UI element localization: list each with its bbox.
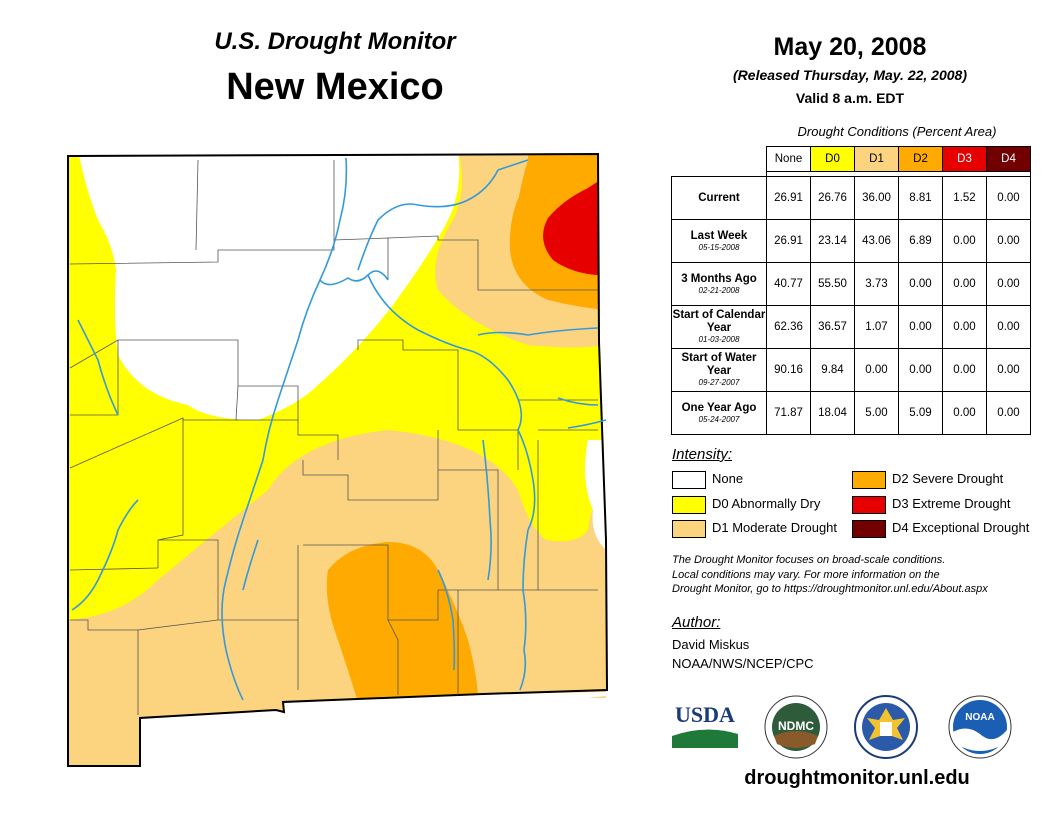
table-row: Start of Calendar Year 01-03-2008 62.36 3… [671,305,1031,349]
legend-item-d3: D3 Extreme Drought [852,495,1011,514]
drought-table: None D0 D1 D2 D3 D4 Current 26.91 26.76 … [671,146,1031,435]
cell: 5.09 [898,391,943,435]
none-region-east [585,440,607,550]
legend-item-d2: D2 Severe Drought [852,470,1003,489]
cell: 55.50 [810,262,855,306]
cell: 0.00 [942,391,987,435]
cell: 36.57 [810,305,855,349]
row-label: 3 Months Ago 02-21-2008 [671,262,767,306]
cell: 5.00 [854,391,899,435]
disclaimer-note: The Drought Monitor focuses on broad-sca… [672,554,988,595]
col-d0: D0 [810,146,855,172]
legend-item-d4: D4 Exceptional Drought [852,519,1029,538]
author-name: David Miskus [672,637,750,652]
legend-swatch [672,495,706,514]
cell: 0.00 [942,305,987,349]
rivers [71,157,607,701]
cell: 0.00 [986,176,1031,220]
legend-swatch [672,470,706,489]
row-label: Start of Calendar Year 01-03-2008 [671,305,767,349]
cell: 6.89 [898,219,943,263]
cell: 18.04 [810,391,855,435]
table-row: Last Week 05-15-2008 26.91 23.14 43.06 6.… [671,219,1031,263]
cell: 0.00 [942,219,987,263]
legend-item-d1: D1 Moderate Drought [672,519,837,538]
legend-title: Intensity: [672,446,733,463]
cell: 26.91 [766,176,811,220]
drought-map [67,152,609,767]
none-region [78,154,460,420]
cell: 0.00 [898,305,943,349]
d2-region-south [326,542,478,702]
map-subtitle: U.S. Drought Monitor [214,28,456,55]
col-none: None [766,146,811,172]
table-row: Current 26.91 26.76 36.00 8.81 1.52 0.00 [671,176,1031,220]
cell: 0.00 [854,348,899,392]
svg-text:NDMC: NDMC [778,719,814,733]
map-date: May 20, 2008 [773,33,927,61]
cell: 23.14 [810,219,855,263]
cell: 0.00 [898,348,943,392]
row-label: Start of Water Year 09-27-2007 [671,348,767,392]
row-label: Current [671,176,767,220]
noaa-logo: NOAA [948,695,1012,759]
cell: 0.00 [986,262,1031,306]
cell: 0.00 [942,262,987,306]
cell: 8.81 [898,176,943,220]
cell: 0.00 [986,305,1031,349]
cell: 43.06 [854,219,899,263]
legend-item-none: None [672,470,743,489]
cell: 0.00 [986,219,1031,263]
legend-swatch [852,495,886,514]
release-date: (Released Thursday, May. 22, 2008) [733,67,967,83]
legend-swatch [672,519,706,538]
legend-swatch [852,519,886,538]
cell: 90.16 [766,348,811,392]
legend-item-d0: D0 Abnormally Dry [672,495,820,514]
cell: 3.73 [854,262,899,306]
cell: 36.00 [854,176,899,220]
svg-text:USDA: USDA [675,702,735,727]
ndmc-logo: NDMC [764,695,828,759]
cell: 1.52 [942,176,987,220]
table-caption: Drought Conditions (Percent Area) [797,124,997,139]
cell: 0.00 [898,262,943,306]
legend-swatch [852,470,886,489]
author-org: NOAA/NWS/NCEP/CPC [672,656,814,671]
col-d1: D1 [854,146,899,172]
table-row: 3 Months Ago 02-21-2008 40.77 55.50 3.73 … [671,262,1031,306]
col-d3: D3 [942,146,987,172]
footer-url[interactable]: droughtmonitor.unl.edu [744,767,970,789]
table-row: One Year Ago 05-24-2007 71.87 18.04 5.00 … [671,391,1031,435]
cell: 62.36 [766,305,811,349]
col-d4: D4 [986,146,1031,172]
cell: 0.00 [986,391,1031,435]
cell: 0.00 [942,348,987,392]
col-d2: D2 [898,146,943,172]
usda-logo: USDA [671,702,739,748]
cell: 26.76 [810,176,855,220]
cell: 40.77 [766,262,811,306]
valid-time: Valid 8 a.m. EDT [795,90,905,106]
svg-text:NOAA: NOAA [965,712,994,723]
cell: 1.07 [854,305,899,349]
county-lines [69,159,598,715]
commerce-logo [854,695,918,759]
d1-region-ne [470,154,607,347]
map-title: New Mexico [226,66,444,108]
cell: 9.84 [810,348,855,392]
table-corner [672,147,767,172]
table-row: Start of Water Year 09-27-2007 90.16 9.84… [671,348,1031,392]
cell: 0.00 [986,348,1031,392]
state-outline [67,152,609,767]
author-label: Author: [672,614,721,631]
cell: 71.87 [766,391,811,435]
cell: 26.91 [766,219,811,263]
row-label: Last Week 05-15-2008 [671,219,767,263]
row-label: One Year Ago 05-24-2007 [671,391,767,435]
